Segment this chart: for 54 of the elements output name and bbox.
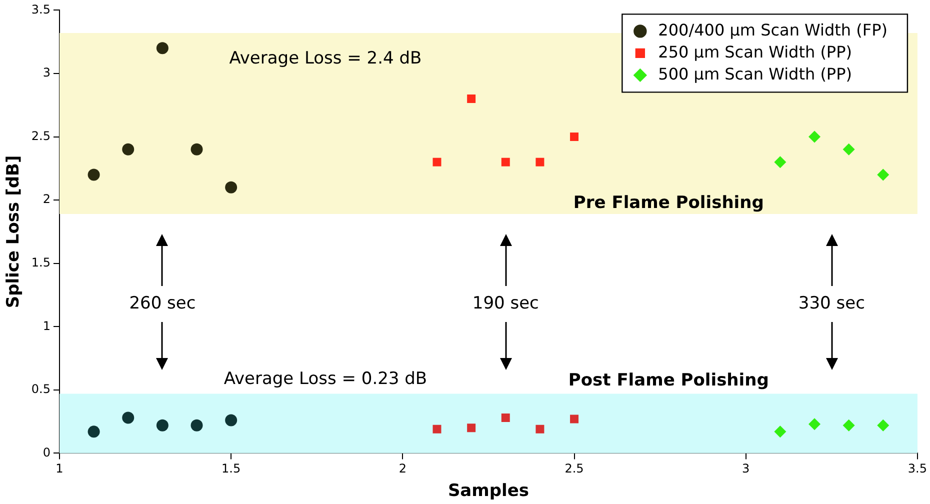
band-label: Post Flame Polishing [568,370,769,391]
annotation: 330 sec [798,293,865,314]
point [501,158,510,166]
point [774,426,786,438]
legend-label: 200/400 µm Scan Width (FP) [658,20,888,40]
point [432,424,442,434]
annotation: 190 sec [472,293,539,314]
point [156,42,168,54]
x-axis-title: Samples [448,481,530,502]
y-tick-label: 1.5 [31,255,50,270]
y-tick-label: 2 [42,192,50,206]
point [88,426,100,438]
annotation: Average Loss = 2.4 dB [229,48,422,68]
point [877,168,890,181]
point [570,132,579,142]
point [842,143,855,156]
point [877,419,890,432]
x-tick-label: 2 [398,462,406,476]
annotation: Average Loss = 0.23 dB [224,369,428,390]
point [842,419,855,432]
point [432,158,442,166]
point [808,418,820,430]
point [501,414,510,422]
x-tick-label: 1 [56,462,64,476]
y-tick-label: 3.5 [31,2,50,16]
legend-label: 250 µm Scan Width (PP) [658,42,852,62]
y-axis-title: Splice Loss [dB] [4,155,24,308]
y-tick-label: 0 [42,445,50,460]
legend-label: 500 µm Scan Width (PP) [658,64,852,84]
point [225,181,238,194]
point [774,156,786,168]
point [808,130,820,143]
point [156,419,168,432]
point [536,424,544,434]
point [467,94,476,104]
point [122,412,134,424]
band-label: Pre Flame Polishing [573,192,764,213]
x-tick-label: 3 [742,462,750,476]
point [467,424,476,432]
point [225,414,238,426]
x-tick-label: 3.5 [908,462,928,476]
x-tick-label: 2.5 [564,462,584,476]
y-tick-label: 1 [42,318,50,333]
y-tick-label: 2.5 [31,128,50,143]
point [122,143,134,156]
annotation: 260 sec [129,293,196,314]
point [190,143,203,156]
y-tick-label: 0.5 [31,382,50,396]
x-tick-label: 1.5 [222,462,241,476]
point [570,414,579,424]
point [536,158,544,166]
point [88,168,100,181]
y-tick-label: 3 [42,66,50,80]
point [190,419,203,432]
